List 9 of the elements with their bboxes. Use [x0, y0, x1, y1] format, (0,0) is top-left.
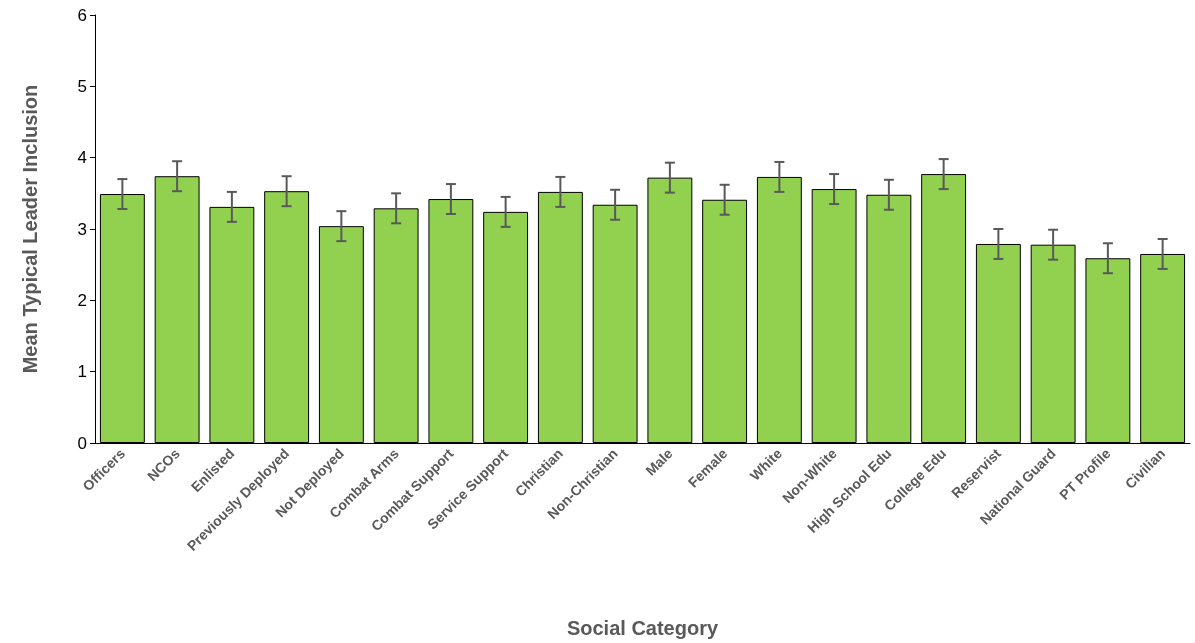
- y-axis-title: Mean Typical Leader Inclusion: [19, 84, 41, 374]
- y-tick-label: 2: [77, 290, 87, 310]
- y-tick-label: 5: [77, 76, 87, 96]
- y-tick-label: 4: [77, 148, 87, 168]
- x-axis-title: Social Category: [566, 617, 719, 639]
- y-tick-label: 3: [77, 219, 87, 239]
- y-tick-label: 0: [77, 433, 87, 453]
- y-tick-label: 1: [77, 362, 87, 382]
- y-tick-label: 6: [77, 5, 87, 25]
